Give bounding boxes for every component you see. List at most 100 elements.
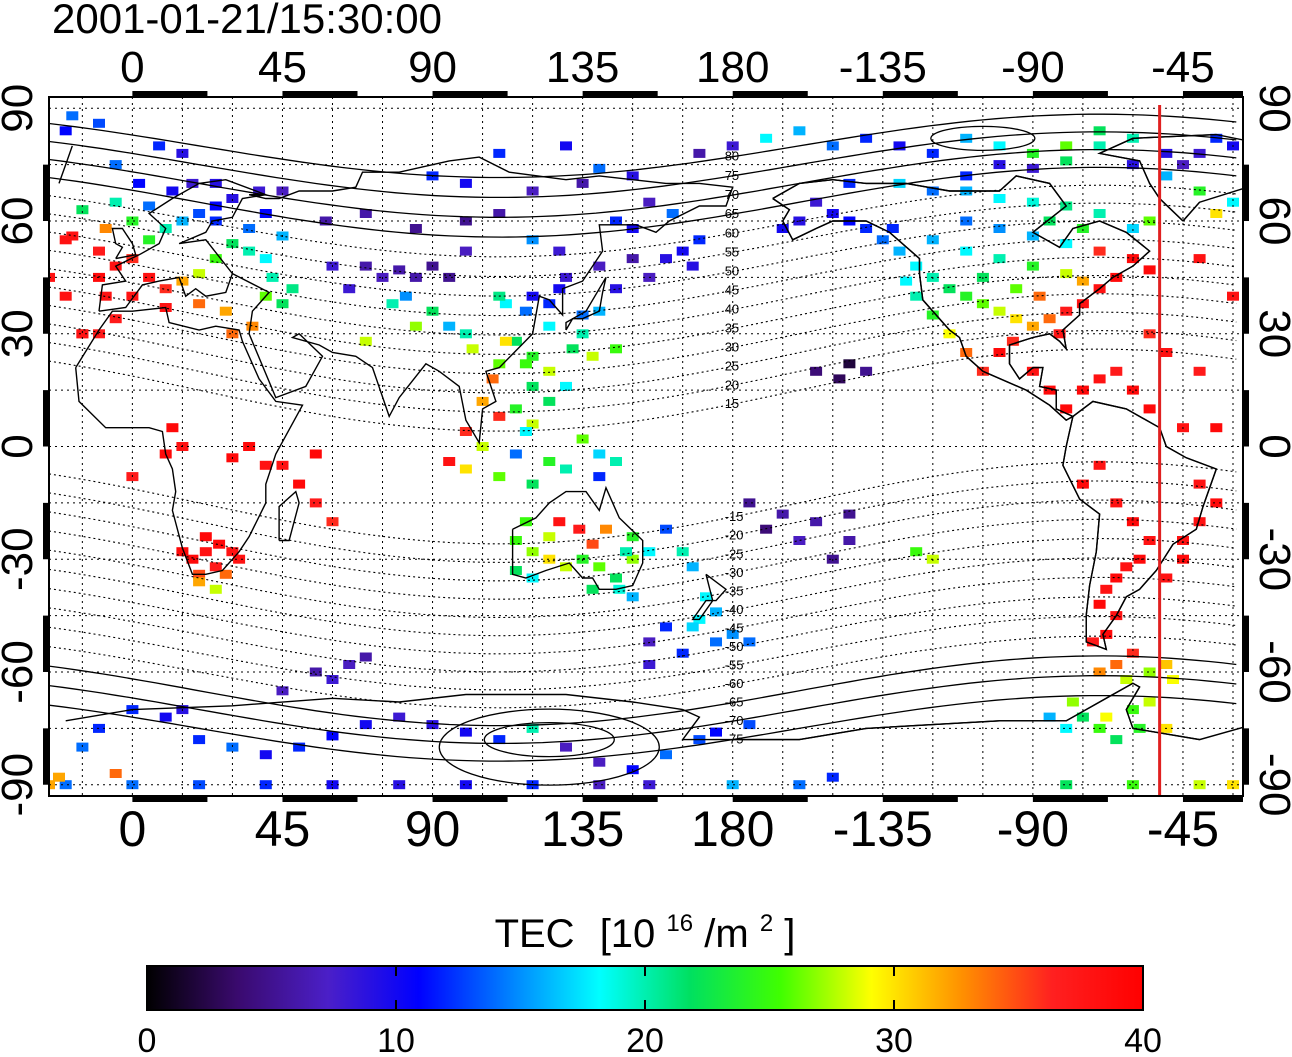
tec-cell bbox=[526, 186, 539, 196]
tec-cell bbox=[66, 231, 79, 241]
frame-segment bbox=[1182, 796, 1243, 802]
tec-region-east-asia bbox=[359, 209, 706, 369]
coastline-asia bbox=[232, 156, 734, 445]
tec-cell bbox=[610, 573, 622, 583]
contour-label: 15 bbox=[725, 396, 739, 411]
coastline-new-zealand bbox=[691, 573, 728, 621]
tec-cell bbox=[519, 306, 532, 316]
tec-cell bbox=[693, 235, 706, 245]
tec-cell bbox=[1060, 780, 1073, 790]
tec-cell bbox=[1193, 254, 1206, 264]
tec-cell bbox=[843, 178, 856, 188]
mag-contour-pole-north bbox=[930, 125, 1036, 151]
tec-cell bbox=[1193, 780, 1206, 790]
map-area: 80 75 70 65 60 55 50 45 40 35 30 25 20 15 -15 -20 -25 -30… bbox=[49, 97, 1243, 796]
frame-segment bbox=[43, 277, 49, 334]
tec-cell bbox=[543, 366, 556, 376]
y-tick-label-right: -30 bbox=[1250, 527, 1292, 591]
tec-cell bbox=[760, 133, 773, 143]
tec-cell bbox=[926, 186, 939, 196]
tec-cell bbox=[560, 141, 572, 151]
tec-cell bbox=[459, 427, 472, 436]
mag-contour bbox=[49, 499, 1237, 582]
tec-cell bbox=[1126, 648, 1139, 658]
tec-cell bbox=[176, 148, 189, 158]
tec-cell bbox=[593, 449, 606, 459]
x-tick-label-top: 0 bbox=[120, 43, 144, 92]
frame-segment bbox=[1032, 796, 1108, 802]
tec-cell bbox=[1026, 163, 1039, 173]
tec-cell bbox=[199, 547, 212, 557]
tec-cell bbox=[1086, 637, 1099, 647]
tec-cell bbox=[1160, 348, 1173, 357]
y-tick-label-right: -90 bbox=[1250, 753, 1292, 817]
tec-cell bbox=[776, 509, 789, 519]
tec-cell bbox=[1126, 224, 1139, 233]
tec-cell bbox=[409, 224, 422, 233]
tec-cell bbox=[276, 686, 289, 696]
tec-cell bbox=[960, 348, 973, 357]
tec-cell bbox=[926, 235, 939, 245]
tec-cell bbox=[993, 141, 1006, 151]
tec-cell bbox=[109, 197, 122, 207]
tec-cell bbox=[59, 291, 72, 301]
tec-cell bbox=[193, 577, 206, 587]
map-frame bbox=[43, 91, 1249, 802]
tec-cell bbox=[960, 246, 973, 256]
tec-cell bbox=[686, 562, 699, 572]
contour-label: 70 bbox=[725, 187, 739, 202]
tec-cell bbox=[126, 216, 139, 226]
tec-cell bbox=[1060, 306, 1073, 316]
tec-cell bbox=[209, 584, 222, 594]
contour-label: 55 bbox=[725, 244, 739, 259]
tec-cell bbox=[1043, 216, 1056, 226]
tec-cell bbox=[1033, 291, 1046, 301]
x-tick-label-top: -45 bbox=[1151, 43, 1215, 92]
tec-cell bbox=[1126, 517, 1139, 527]
x-tick-label-bottom: 180 bbox=[691, 801, 774, 857]
tec-cell bbox=[1110, 366, 1123, 376]
tec-cell bbox=[586, 351, 599, 361]
tec-cell bbox=[826, 772, 839, 782]
mag-contour bbox=[49, 694, 1237, 762]
contour-label: 60 bbox=[725, 225, 739, 240]
tec-cell bbox=[543, 457, 556, 466]
tec-cell bbox=[193, 299, 206, 309]
frame-segment bbox=[43, 390, 49, 447]
frame-segment bbox=[582, 91, 658, 97]
frame-segment bbox=[1243, 164, 1249, 222]
tec-cell bbox=[843, 359, 856, 369]
x-tick-label-bottom: 45 bbox=[255, 801, 311, 857]
mag-contour bbox=[49, 220, 1237, 297]
contour-label: -40 bbox=[725, 602, 744, 617]
contour-label: 45 bbox=[725, 282, 739, 297]
tec-cell bbox=[359, 336, 372, 346]
tec-cell bbox=[76, 205, 89, 215]
mag-contour bbox=[49, 675, 1237, 745]
y-tick-label-right: 0 bbox=[1250, 434, 1292, 458]
tec-cell bbox=[153, 141, 166, 151]
tec-cell bbox=[1110, 660, 1123, 669]
tec-cell bbox=[359, 652, 372, 662]
tec-cell bbox=[843, 536, 856, 545]
coastline-north-america-wrap bbox=[772, 175, 1151, 422]
tec-cell bbox=[643, 547, 656, 557]
tec-cell bbox=[660, 524, 672, 534]
colorbar-tick-label: 20 bbox=[626, 1022, 664, 1057]
tec-cell bbox=[393, 712, 406, 722]
tec-cell bbox=[686, 622, 699, 632]
tec-cell bbox=[76, 742, 89, 752]
tec-cell bbox=[1053, 329, 1066, 339]
mag-contour bbox=[49, 131, 1237, 199]
tec-cell bbox=[209, 562, 222, 572]
colorbar-label: TEC [10 16 /m 2 ] bbox=[495, 896, 796, 956]
mag-contour bbox=[49, 635, 1237, 709]
tec-cell bbox=[1100, 629, 1113, 639]
tec-cell bbox=[676, 648, 689, 658]
tec-cell bbox=[743, 498, 756, 508]
tec-cell bbox=[193, 269, 206, 279]
tec-cell bbox=[1076, 276, 1089, 286]
tec-cell bbox=[1210, 498, 1223, 508]
tec-cell bbox=[109, 314, 122, 324]
tec-cell bbox=[960, 291, 973, 301]
